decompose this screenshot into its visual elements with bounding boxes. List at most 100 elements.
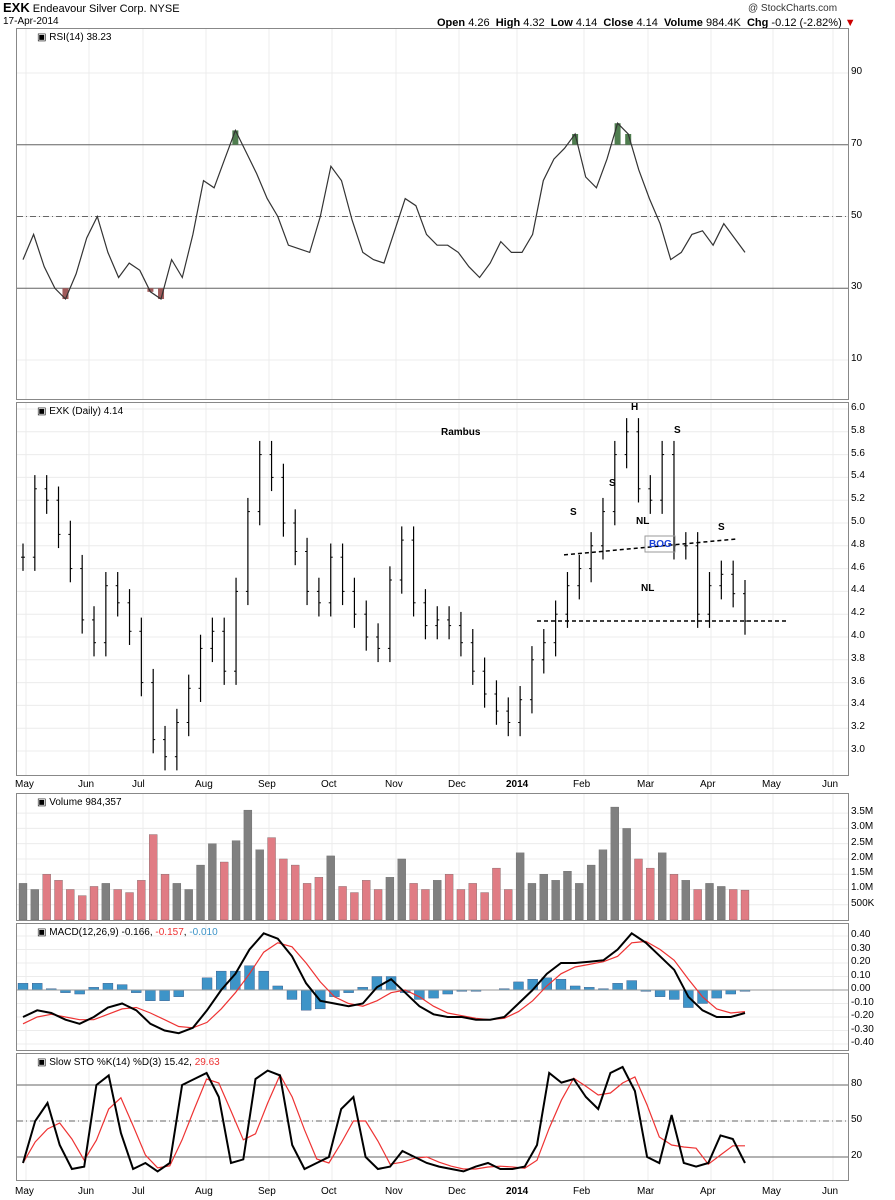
volume-bar — [527, 883, 537, 920]
macd-title: ▣ MACD(12,26,9) -0.166, -0.157, -0.010 — [37, 927, 218, 938]
watermark: @ StockCharts.com — [748, 3, 838, 14]
sto-d-line — [22, 1073, 745, 1170]
y-tick-label: 0.20 — [851, 956, 871, 967]
volume-bar — [729, 889, 738, 920]
bog-box — [644, 535, 676, 553]
open-value: 4.26 — [468, 17, 490, 29]
annotation-s: S — [718, 522, 725, 533]
volume-bar — [515, 852, 525, 920]
macd-panel: ▣ MACD(12,26,9) -0.166, -0.157, -0.010 — [16, 923, 849, 1051]
y-tick-label: 5.6 — [851, 447, 865, 459]
x-tick-label: Dec — [448, 1186, 466, 1197]
volume-bar — [669, 874, 679, 920]
y-tick-label: 70 — [851, 137, 863, 149]
y-tick-label: 5.4 — [851, 470, 865, 482]
x-tick-label: Mar — [637, 1186, 655, 1197]
volume-bar — [563, 871, 572, 920]
volume-bar — [598, 849, 608, 920]
y-tick-label: 0.10 — [851, 969, 871, 981]
x-tick-label: Mar — [637, 779, 655, 790]
volume-bar — [421, 889, 430, 920]
volume-bar — [385, 877, 395, 920]
close-label: Close — [603, 17, 634, 29]
volume-bar — [30, 889, 39, 920]
macd-histogram-bar — [555, 979, 567, 991]
chart-date: 17-Apr-2014 — [3, 16, 59, 27]
x-tick-label: Jul — [132, 779, 145, 790]
macd-signal-line — [22, 940, 746, 1029]
sto-k-value: 15.42 — [164, 1057, 190, 1068]
x-tick-label: Nov — [385, 779, 403, 790]
rsi-label: RSI(14) 38.23 — [49, 32, 112, 43]
macd-histogram-bar — [300, 989, 312, 1011]
price-icon: ▣ — [37, 406, 47, 417]
sto-label: Slow STO %K(14) %D(3) — [49, 1057, 162, 1068]
volume-bar — [231, 840, 241, 920]
symbol: EXK — [3, 0, 30, 15]
volume-bar — [456, 889, 466, 920]
open-label: Open — [437, 17, 466, 29]
y-tick-label: 500K — [851, 897, 875, 909]
volume-bar — [622, 828, 631, 920]
x-tick-label: Jul — [132, 1186, 145, 1197]
volume-bar — [551, 880, 560, 920]
low-value: 4.14 — [575, 17, 598, 29]
macd-histogram-bar — [102, 983, 114, 991]
x-tick-label: Nov — [385, 1186, 403, 1197]
rsi-overbought-fill — [614, 123, 621, 145]
volume-bar — [101, 883, 111, 920]
macd-histogram-bar — [612, 983, 623, 991]
x-tick-label: Feb — [573, 779, 591, 790]
volume-bar — [172, 883, 182, 920]
y-tick-label: 0.40 — [851, 929, 871, 940]
y-tick-label: 6.0 — [851, 402, 865, 413]
annotation-bog: BOG — [649, 539, 672, 550]
macd-histogram-bar — [513, 981, 524, 991]
volume-bar — [646, 867, 655, 920]
macd-value: -0.166 — [121, 927, 150, 938]
volume-title: ▣ Volume 984,357 — [37, 797, 122, 808]
macd-histogram-bar — [286, 989, 298, 1000]
volume-bar — [196, 864, 205, 920]
volume-bar — [149, 834, 158, 920]
macd-histogram-bar — [258, 970, 269, 991]
y-tick-label: 3.5M — [851, 806, 874, 818]
x-tick-label: Jun — [78, 779, 95, 790]
volume-bar — [362, 880, 371, 920]
annotation-s: S — [609, 478, 616, 489]
volume-bar — [492, 867, 501, 920]
y-tick-label: 90 — [851, 66, 863, 77]
rsi-panel: ▣ RSI(14) 38.23 — [16, 28, 849, 400]
price-label: EXK (Daily) 4.14 — [49, 406, 124, 417]
y-tick-label: 5.0 — [851, 516, 865, 527]
macd-histogram-bar — [541, 977, 552, 991]
x-tick-label: Apr — [700, 1186, 716, 1197]
x-tick-label: Aug — [195, 779, 213, 790]
volume-bar — [681, 880, 690, 920]
y-tick-label: -0.20 — [851, 1010, 874, 1021]
macd-label: MACD(12,26,9) — [49, 927, 119, 938]
volume-bar — [208, 843, 217, 920]
volume-bar — [610, 806, 619, 920]
volume-chart — [17, 794, 848, 920]
y-tick-label: 4.4 — [851, 584, 865, 596]
macd-icon: ▣ — [37, 927, 47, 938]
sto-d-value: 29.63 — [194, 1057, 220, 1068]
rsi-overbought-fill — [572, 133, 579, 145]
volume-bar — [78, 895, 87, 920]
y-tick-label: 3.6 — [851, 675, 865, 687]
y-tick-label: -0.10 — [851, 996, 874, 1008]
x-tick-label: Sep — [258, 1186, 276, 1197]
x-tick-label: Feb — [573, 1186, 591, 1197]
high-value: 4.32 — [523, 17, 545, 29]
rsi-overbought-fill — [625, 133, 632, 145]
y-tick-label: 0.00 — [851, 983, 871, 994]
macd-histogram-bar — [145, 989, 156, 1001]
low-label: Low — [550, 17, 573, 29]
macd-histogram-bar — [32, 983, 43, 991]
y-tick-label: 4.2 — [851, 607, 865, 619]
volume-bar — [125, 892, 134, 920]
volume-bar — [279, 858, 288, 920]
y-tick-label: -0.40 — [851, 1037, 874, 1048]
rsi-title: ▣ RSI(14) 38.23 — [37, 32, 112, 43]
